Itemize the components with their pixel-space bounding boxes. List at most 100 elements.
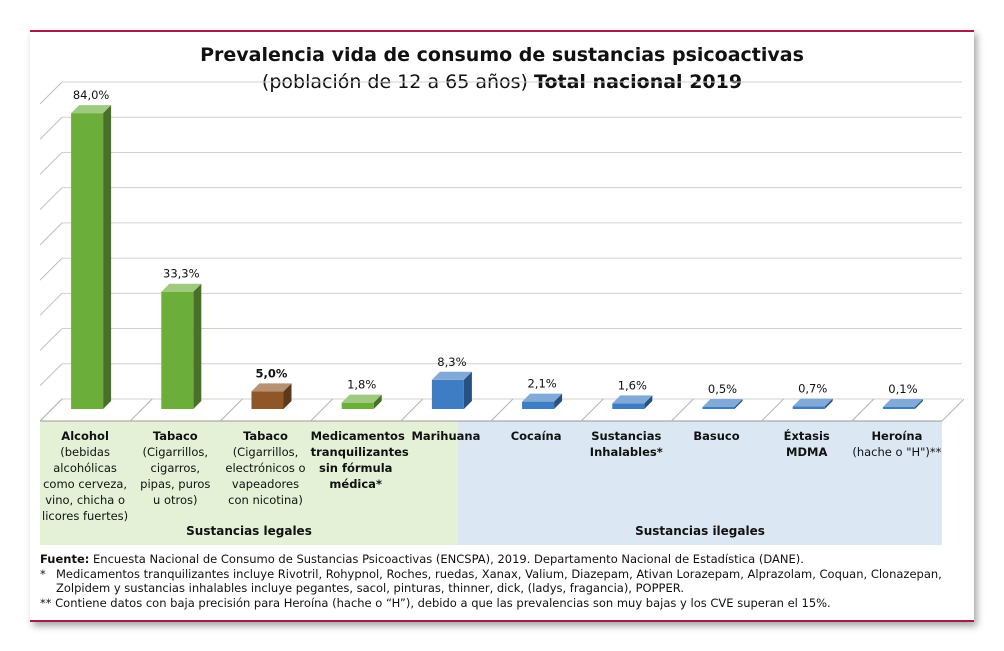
bar-top (71, 105, 112, 114)
chart-title: Prevalencia vida de consumo de sustancia… (200, 44, 804, 66)
bar-side (103, 105, 112, 409)
category-name: Éxtasis (783, 429, 830, 443)
category-name: Heroína (871, 429, 923, 443)
bar (431, 379, 464, 409)
chart-card: Prevalencia vida de consumo de sustancia… (30, 30, 974, 622)
bar-side (644, 395, 653, 409)
category-label: Éxtasis MDMA (762, 428, 852, 460)
category-detail: licores fuertes) (42, 509, 129, 523)
category-detail: con nicotina) (228, 493, 303, 507)
category-label: Marihuana (401, 428, 491, 444)
bar-value-label: 2,1% (527, 377, 556, 391)
category-detail: pipas, puros (140, 477, 211, 491)
bar (792, 406, 825, 409)
gridline-side (39, 116, 63, 140)
gridline-side (39, 257, 63, 281)
bar (251, 391, 284, 409)
bar-chart: 84,0% 33,3% 5,0% 1,8% 8,3% 2,1% 1,6% 0,5% 0,7% 0,… (39, 81, 965, 422)
bar-value-label: 1,6% (618, 378, 647, 392)
category-label: Sustancias Inhalables* (581, 428, 671, 460)
category-detail: cigarros, (150, 461, 201, 475)
floor-divider (220, 398, 243, 422)
bar-top (612, 395, 653, 404)
category-name: Cocaína (510, 429, 562, 443)
footnote-asterisk: * Medicamentos tranquilizantes incluye Ri… (40, 566, 942, 596)
source-note: Fuente: Encuesta Nacional de Consumo de … (40, 552, 804, 566)
gridline-side (39, 81, 63, 105)
category-name: Alcohol (61, 429, 109, 443)
floor-divider (671, 398, 694, 422)
bar (882, 407, 915, 409)
bar-side (554, 393, 563, 409)
bar-value-label: 0,7% (798, 382, 827, 396)
floor-divider (941, 398, 965, 422)
category-label: Cocaína (491, 428, 581, 444)
category-detail: u otros) (153, 493, 198, 507)
bar-side (734, 399, 743, 409)
bar (161, 291, 194, 409)
bar-side (463, 371, 472, 409)
category-detail: sin fórmula (318, 461, 393, 475)
category-detail: vapeadores (231, 477, 300, 491)
category-name: Sustancias (591, 429, 662, 443)
bar-value-label: 33,3% (163, 267, 200, 281)
bar-top (161, 283, 202, 292)
category-name: Medicamentos (310, 429, 405, 443)
bar-value-label: 5,0% (256, 366, 288, 380)
category-label: Medicamentos tranquilizantes sin fórmula mé… (310, 428, 409, 492)
category-name: Basuco (693, 429, 740, 443)
footnotes: Fuente: Encuesta Nacional de Consumo de … (40, 552, 960, 610)
gridline-side (39, 363, 63, 387)
bar-side (193, 283, 202, 409)
category-label: Alcohol (bebidas alcohólicas como cerveza, v… (40, 428, 130, 524)
bar-side (914, 399, 923, 409)
category-detail: (bebidas (60, 445, 110, 459)
floor-divider (580, 398, 604, 422)
bar-value-label: 1,8% (347, 378, 376, 392)
floor-divider (310, 398, 333, 422)
bar-value-label: 0,5% (708, 382, 737, 396)
bar (522, 401, 555, 409)
category-detail: alcohólicas (53, 461, 117, 475)
bar-side (373, 394, 382, 409)
bar-top (792, 398, 833, 407)
bar-side (824, 398, 833, 409)
floor-divider (400, 398, 424, 422)
bar-top (251, 383, 292, 392)
gridline-side (39, 328, 63, 351)
group-label-legal: Sustancias legales (186, 524, 312, 538)
category-label: Tabaco (Cigarrillos, electrónicos o vapeado… (220, 428, 310, 508)
gridline-side (39, 187, 63, 211)
bar-top (882, 399, 923, 407)
bar (341, 402, 374, 409)
floor-divider (129, 398, 153, 422)
category-detail: MDMA (786, 445, 828, 459)
bar-top (522, 393, 563, 402)
category-label: Heroína (hache o "H")** (852, 428, 942, 460)
bar (71, 113, 104, 409)
category-label: Tabaco (Cigarrillos, cigarros, pipas, puros… (130, 428, 220, 508)
gridline-side (39, 152, 63, 175)
category-detail: médica* (329, 477, 382, 491)
category-name: Marihuana (411, 429, 481, 443)
category-detail: (Cigarrillos, (142, 445, 209, 459)
category-detail: electrónicos o (225, 461, 306, 475)
category-name: Tabaco (152, 429, 198, 443)
bar-top (431, 371, 472, 380)
gridline-side (39, 222, 63, 246)
category-detail: como cerveza, (43, 477, 128, 491)
illegal-group-background (458, 421, 942, 545)
bar-value-label: 84,0% (73, 88, 110, 102)
bar-side (283, 383, 292, 409)
bar-top (341, 394, 382, 403)
bar (612, 403, 645, 409)
category-name: Tabaco (243, 429, 288, 443)
category-detail: tranquilizantes (310, 445, 409, 459)
group-label-illegal: Sustancias ilegales (635, 524, 765, 538)
category-label: Basuco (671, 428, 761, 444)
floor-divider (851, 398, 875, 422)
category-detail: Inhalables* (589, 445, 663, 459)
category-detail: (hache o "H")** (852, 445, 942, 459)
bar-value-label: 0,1% (888, 382, 917, 396)
floor-divider (490, 398, 514, 422)
